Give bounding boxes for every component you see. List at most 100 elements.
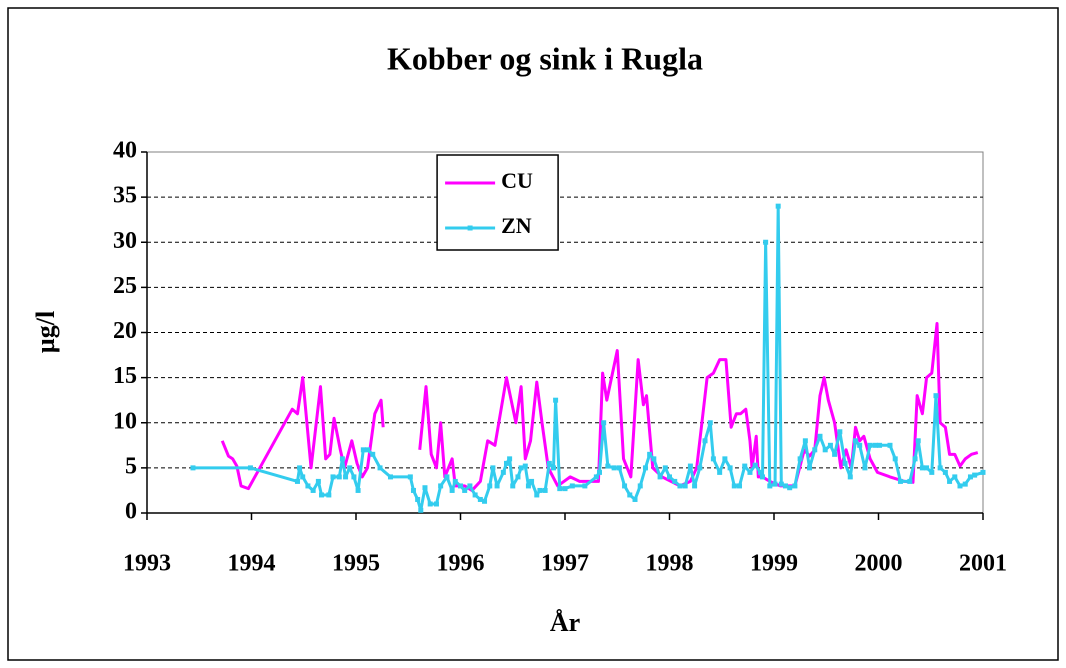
data-point (190, 465, 196, 471)
x-axis-title: År (550, 608, 580, 637)
data-point (647, 451, 653, 457)
data-point (767, 483, 773, 489)
data-point (892, 456, 898, 462)
data-point (942, 469, 948, 475)
data-point (315, 478, 321, 484)
data-point (957, 483, 963, 489)
data-point (847, 474, 853, 480)
data-point (937, 465, 943, 471)
data-point (422, 485, 428, 491)
data-point (807, 465, 813, 471)
data-point (407, 474, 413, 480)
legend-label: ZN (501, 213, 532, 238)
data-point (351, 474, 357, 480)
data-point (642, 465, 648, 471)
data-point (569, 483, 575, 489)
y-tick-label: 5 (125, 453, 137, 479)
data-point (947, 478, 953, 484)
data-point (662, 465, 668, 471)
data-point (682, 483, 688, 489)
data-point (727, 465, 733, 471)
data-point (677, 483, 683, 489)
legend: CU ZN (436, 154, 559, 251)
data-point (697, 465, 703, 471)
data-point (297, 465, 303, 471)
data-point (360, 447, 366, 453)
data-point (529, 478, 535, 484)
data-point (355, 487, 361, 493)
data-point (494, 483, 500, 489)
data-point (415, 496, 421, 502)
data-point (616, 465, 622, 471)
data-point (458, 483, 463, 489)
data-point (692, 483, 698, 489)
x-tick-label: 1997 (541, 551, 589, 577)
data-point (812, 447, 818, 453)
data-point (247, 465, 253, 471)
data-point (410, 487, 416, 493)
data-point (775, 203, 781, 209)
data-point (433, 501, 439, 507)
data-point (562, 486, 568, 492)
data-point (582, 483, 588, 489)
data-point (310, 487, 316, 493)
data-point (877, 442, 883, 448)
y-tick-label: 10 (113, 408, 137, 434)
x-tick-label: 2001 (959, 551, 1007, 577)
data-point (862, 465, 868, 471)
data-point (622, 483, 628, 489)
data-point (782, 483, 788, 489)
data-point (827, 442, 833, 448)
data-point (438, 483, 444, 489)
data-point (326, 492, 332, 498)
data-point (482, 498, 488, 504)
data-point (347, 465, 353, 471)
y-tick-label: 30 (113, 228, 137, 254)
data-point (747, 469, 753, 475)
data-point (924, 465, 930, 471)
data-point (507, 456, 513, 462)
data-point (907, 478, 913, 484)
data-point (887, 442, 893, 448)
data-point (632, 496, 638, 502)
data-point (518, 465, 524, 471)
data-point (487, 483, 493, 489)
data-point (637, 483, 643, 489)
data-point (339, 456, 345, 462)
data-point (687, 463, 693, 469)
x-tick-label: 1999 (750, 551, 798, 577)
x-tick-label: 2000 (855, 551, 903, 577)
data-point (503, 460, 509, 466)
data-point (510, 483, 516, 489)
data-point (672, 478, 678, 484)
y-tick-label: 0 (125, 499, 137, 525)
data-point (731, 483, 737, 489)
data-point (972, 472, 978, 478)
data-point (627, 492, 633, 498)
data-point (722, 456, 728, 462)
data-point (760, 474, 766, 480)
data-point (702, 438, 708, 444)
data-point (387, 474, 393, 480)
data-point (737, 483, 743, 489)
data-point (601, 420, 607, 426)
data-point (952, 474, 958, 480)
data-point (797, 456, 803, 462)
data-point (667, 474, 672, 480)
data-point (742, 463, 748, 469)
data-point (842, 460, 848, 466)
data-point (853, 438, 859, 444)
chart-title: Kobber og sink i Rugla (387, 40, 703, 76)
data-point (542, 487, 548, 493)
data-point (553, 397, 559, 403)
x-tick-label: 1994 (228, 551, 276, 577)
legend-label: CU (501, 168, 533, 193)
y-tick-label: 35 (113, 183, 137, 209)
data-point (444, 474, 450, 480)
data-point (710, 456, 716, 462)
data-point (319, 492, 325, 498)
data-point (500, 469, 506, 475)
data-point (778, 481, 784, 487)
data-point (525, 483, 531, 489)
